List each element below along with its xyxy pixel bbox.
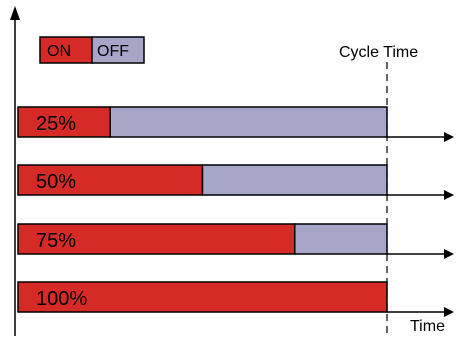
legend-off-label: OFF [97, 43, 129, 60]
legend-on-label: ON [47, 43, 71, 60]
bar-off-segment [294, 223, 388, 255]
bar-off-segment [109, 106, 388, 138]
bar-on-segment [17, 164, 204, 196]
bar-label: 50% [36, 171, 76, 193]
bar-off-segment [201, 164, 388, 196]
legend: ON OFF [39, 36, 145, 64]
bar-label: 25% [36, 113, 76, 135]
legend-off-swatch [91, 36, 145, 64]
vertical-axis-arrow-icon [10, 6, 20, 20]
time-axis-label: Time [410, 318, 445, 335]
bar-on-segment [17, 281, 388, 313]
duty-cycle-bars: 25% 50% 75% 100% [17, 106, 454, 317]
bar-label: 100% [36, 288, 87, 310]
bar-label: 75% [36, 230, 76, 252]
cycle-time-label: Cycle Time [339, 44, 418, 61]
